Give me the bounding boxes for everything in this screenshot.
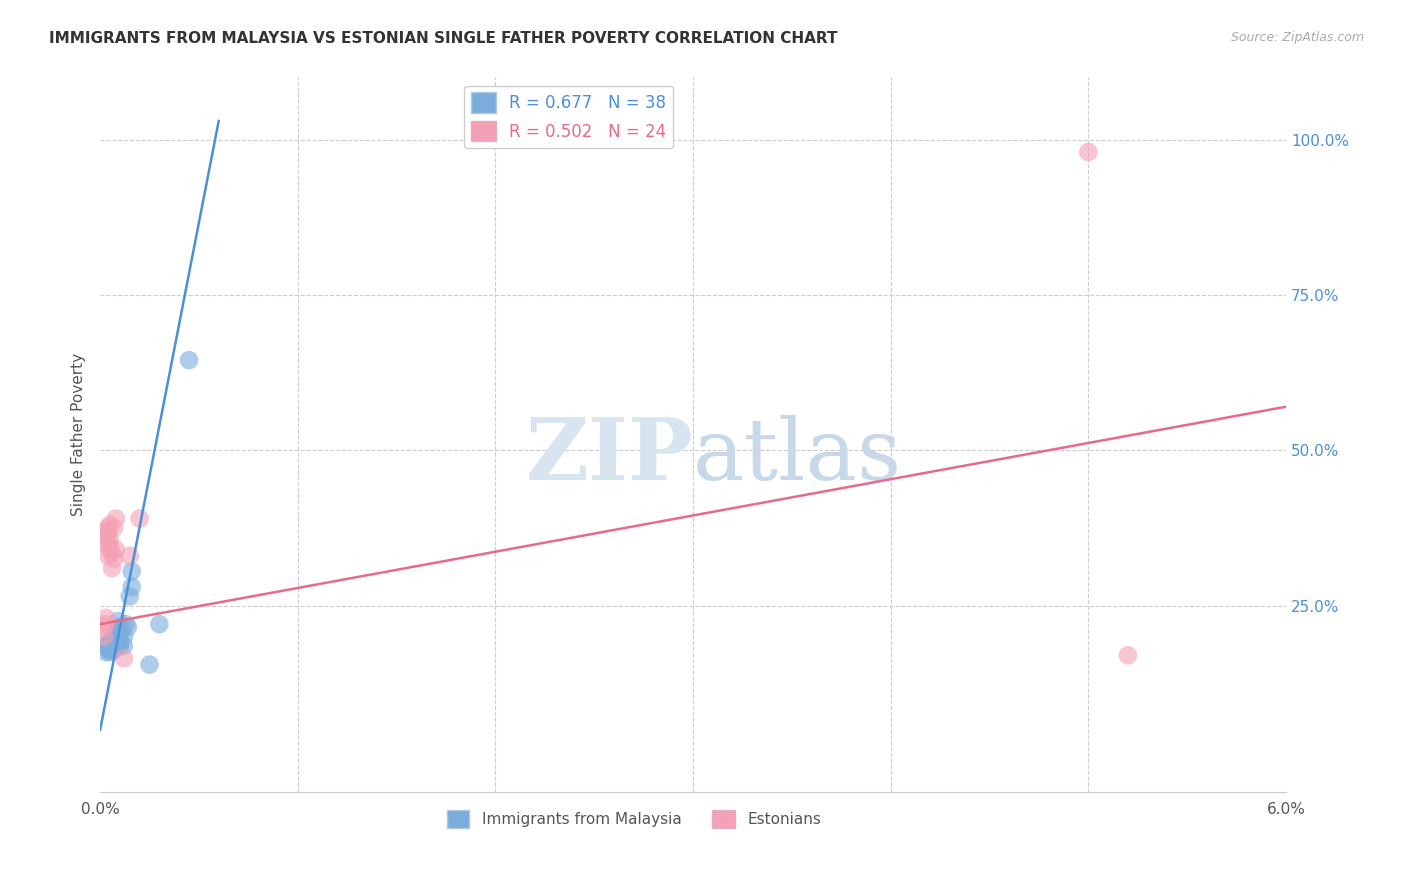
Point bbox=[121, 580, 143, 594]
Legend: Immigrants from Malaysia, Estonians: Immigrants from Malaysia, Estonians bbox=[440, 804, 827, 834]
Text: atlas: atlas bbox=[693, 415, 903, 498]
Point bbox=[112, 639, 135, 653]
Point bbox=[112, 630, 135, 644]
Point bbox=[97, 636, 120, 650]
Point bbox=[98, 637, 121, 651]
Point bbox=[177, 353, 200, 368]
Point bbox=[98, 645, 121, 659]
Point bbox=[103, 552, 125, 566]
Point bbox=[98, 533, 121, 548]
Point bbox=[98, 542, 121, 557]
Point bbox=[107, 614, 129, 628]
Point bbox=[128, 511, 150, 525]
Point bbox=[97, 527, 120, 541]
Point bbox=[114, 617, 136, 632]
Point bbox=[101, 636, 124, 650]
Point bbox=[118, 549, 141, 563]
Point bbox=[108, 639, 131, 653]
Y-axis label: Single Father Poverty: Single Father Poverty bbox=[72, 353, 86, 516]
Point bbox=[94, 639, 117, 653]
Point bbox=[103, 636, 125, 650]
Text: ZIP: ZIP bbox=[526, 414, 693, 498]
Point bbox=[101, 639, 124, 653]
Point bbox=[138, 657, 160, 672]
Point bbox=[104, 632, 127, 647]
Point bbox=[97, 642, 120, 657]
Point bbox=[94, 524, 117, 538]
Point bbox=[111, 620, 134, 634]
Point bbox=[108, 626, 131, 640]
Text: IMMIGRANTS FROM MALAYSIA VS ESTONIAN SINGLE FATHER POVERTY CORRELATION CHART: IMMIGRANTS FROM MALAYSIA VS ESTONIAN SIN… bbox=[49, 31, 838, 46]
Point bbox=[104, 637, 127, 651]
Point bbox=[104, 542, 127, 557]
Point bbox=[97, 536, 120, 550]
Point bbox=[1116, 648, 1139, 663]
Point bbox=[93, 630, 115, 644]
Point bbox=[104, 640, 127, 655]
Point bbox=[103, 640, 125, 655]
Point bbox=[103, 632, 125, 647]
Point bbox=[97, 549, 120, 563]
Point bbox=[101, 561, 124, 575]
Point bbox=[94, 611, 117, 625]
Point bbox=[98, 517, 121, 532]
Point bbox=[107, 637, 129, 651]
Point bbox=[1077, 145, 1099, 159]
Point bbox=[101, 643, 124, 657]
Point bbox=[108, 634, 131, 648]
Point bbox=[94, 617, 117, 632]
Point bbox=[93, 620, 115, 634]
Point bbox=[103, 643, 125, 657]
Point bbox=[94, 645, 117, 659]
Point bbox=[104, 626, 127, 640]
Point bbox=[103, 521, 125, 535]
Point bbox=[98, 640, 121, 655]
Point bbox=[112, 651, 135, 665]
Point bbox=[104, 511, 127, 525]
Point bbox=[101, 632, 124, 647]
Point bbox=[118, 589, 141, 603]
Point bbox=[97, 521, 120, 535]
Point bbox=[117, 620, 139, 634]
Point bbox=[103, 630, 125, 644]
Point bbox=[121, 565, 143, 579]
Text: Source: ZipAtlas.com: Source: ZipAtlas.com bbox=[1230, 31, 1364, 45]
Point bbox=[148, 617, 170, 632]
Point bbox=[101, 546, 124, 560]
Point bbox=[107, 630, 129, 644]
Point bbox=[107, 620, 129, 634]
Point bbox=[94, 536, 117, 550]
